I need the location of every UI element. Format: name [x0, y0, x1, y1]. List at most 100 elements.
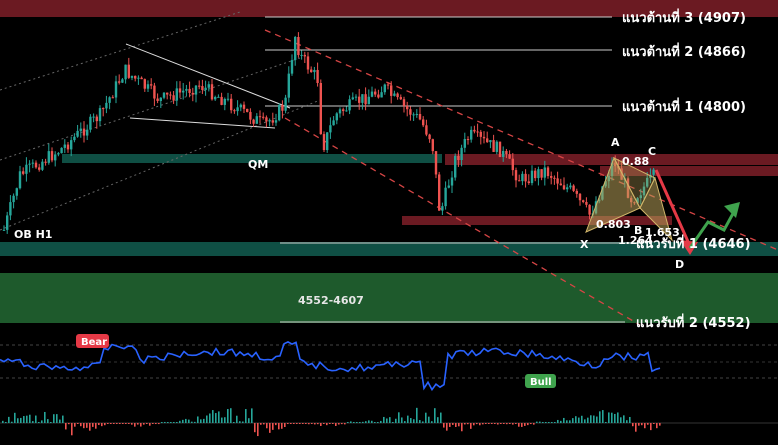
candle-body	[527, 181, 530, 184]
candle-body	[25, 164, 28, 174]
histogram-bar	[125, 423, 127, 424]
histogram-bar	[374, 422, 376, 423]
candle-body	[454, 155, 457, 178]
candle-body	[214, 96, 217, 100]
histogram-bar	[167, 422, 169, 423]
candle-body	[399, 97, 402, 100]
histogram-bar	[230, 408, 232, 423]
candle-body	[457, 155, 460, 161]
candle-body	[182, 90, 185, 93]
wedge-lower	[129, 117, 276, 129]
candle-body	[89, 116, 92, 130]
candle-body	[233, 110, 236, 112]
histogram-bar	[578, 417, 580, 423]
candle-body	[44, 161, 47, 163]
histogram-bar	[551, 422, 553, 423]
histogram-bar	[614, 413, 616, 423]
candle-body	[34, 162, 38, 168]
histogram-bar	[413, 419, 415, 423]
candle-body	[137, 77, 140, 79]
ratio-bd: 1.653	[645, 226, 680, 239]
histogram-bar	[449, 423, 451, 427]
candle-body	[431, 139, 434, 152]
histogram-bar	[350, 421, 352, 423]
histogram-bar	[653, 423, 655, 424]
histogram-bar	[161, 422, 163, 423]
candle-body	[575, 190, 578, 194]
histogram-bar	[443, 423, 445, 428]
harmonic-point-a: A	[611, 136, 620, 149]
histogram-bar	[29, 414, 31, 423]
candle-body	[380, 92, 383, 98]
candle-body	[300, 54, 303, 56]
candle-body	[406, 105, 409, 110]
histogram-bar	[227, 409, 229, 423]
histogram-bar	[557, 419, 559, 423]
candle-body	[98, 108, 102, 122]
candle-body	[636, 198, 639, 204]
candle-body	[322, 134, 326, 151]
histogram-bar	[308, 423, 310, 425]
histogram-bar	[245, 409, 247, 423]
candle-body	[505, 150, 508, 155]
histogram-bar	[518, 423, 520, 427]
ratio-xb: 0.803	[596, 218, 631, 231]
histogram-bar	[641, 423, 643, 426]
histogram-bar	[458, 423, 460, 427]
candle-body	[351, 97, 354, 100]
candle-body	[418, 114, 422, 120]
histogram-bar	[467, 423, 469, 425]
candle-body	[582, 200, 585, 202]
candle-body	[578, 193, 582, 201]
histogram-bar	[257, 423, 259, 437]
candle-body	[498, 141, 502, 157]
candle-body	[162, 92, 166, 98]
candle-body	[60, 147, 63, 154]
candle-body	[207, 84, 210, 88]
histogram-bar	[320, 423, 322, 426]
candle-body	[338, 109, 342, 114]
histogram-bar	[209, 413, 211, 423]
qm-label: QM	[248, 158, 268, 171]
candle-body	[492, 140, 495, 152]
candle-body	[63, 144, 66, 148]
candle-body	[434, 151, 438, 175]
candle-body	[428, 134, 431, 140]
candle-body	[486, 138, 489, 143]
histogram-bar	[605, 422, 607, 423]
candle-body	[246, 108, 249, 112]
candle-body	[172, 95, 175, 101]
candle-body	[262, 116, 265, 118]
histogram-bar	[95, 423, 97, 429]
histogram-bar	[590, 415, 592, 423]
histogram-bar	[545, 422, 547, 423]
histogram-bar	[593, 415, 595, 423]
candle-body	[287, 73, 290, 98]
histogram-bar	[608, 412, 610, 423]
histogram-bar	[596, 416, 598, 423]
histogram-bar	[275, 423, 277, 426]
candle-body	[319, 82, 322, 135]
histogram-bar	[428, 416, 430, 423]
histogram-bar	[548, 422, 550, 423]
bear-badge-text: Bear	[81, 337, 107, 348]
histogram-bar	[539, 421, 541, 423]
histogram-bar	[62, 415, 64, 423]
candle-body	[409, 109, 412, 115]
candle-body	[86, 129, 89, 136]
candle-body	[482, 136, 486, 139]
candle-body	[156, 98, 159, 101]
candle-body	[191, 92, 194, 95]
candle-body	[271, 120, 274, 123]
histogram-bar	[566, 420, 568, 423]
candle-body	[204, 87, 207, 91]
candle-body	[278, 105, 281, 121]
histogram-bar	[452, 423, 454, 425]
histogram-bar	[203, 418, 205, 423]
histogram-bar	[158, 423, 160, 425]
histogram-bar	[419, 420, 421, 423]
histogram-bar	[53, 414, 55, 423]
candle-body	[386, 84, 390, 86]
candle-body	[377, 94, 380, 98]
histogram-bar	[632, 423, 634, 427]
